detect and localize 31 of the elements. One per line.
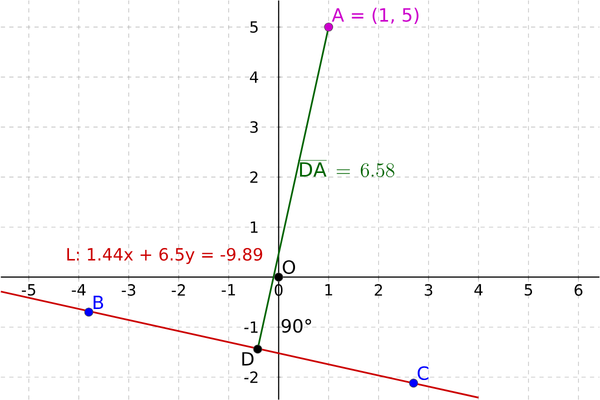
point (253, 344, 262, 354)
y-tick-label: 4 (250, 71, 258, 83)
y-tick-label: -2 (244, 371, 258, 383)
point (274, 272, 284, 282)
annotation: $\overline{\mathrm{DA}} \,=\, 6.58$ (298, 160, 394, 177)
text: L: 1.44x + 6.5y = -9.89 (67, 248, 262, 264)
series-label: D (242, 352, 254, 366)
x-tick-label: -5 (22, 284, 36, 296)
point (409, 378, 418, 388)
x-tick-label: -1 (222, 284, 235, 296)
x-tick-label: -2 (172, 284, 185, 296)
x-tick-label: 3 (424, 284, 432, 296)
series-label: B (94, 296, 104, 309)
y-tick-label: 3 (250, 121, 258, 133)
point (84, 308, 94, 317)
x-tick-label: 6 (574, 284, 582, 296)
x-tick-label: -4 (72, 284, 86, 296)
series-label: A = (1, 5) (332, 8, 418, 24)
annotation: 90° (282, 318, 312, 333)
series-label: O (282, 260, 296, 274)
y-tick-label: 1 (250, 221, 258, 233)
x-tick-label: 4 (474, 284, 483, 296)
y-tick-label: 2 (250, 171, 258, 183)
x-tick-label: 2 (374, 284, 382, 296)
series-label: C (418, 366, 428, 380)
y-tick-label: 5 (250, 21, 258, 33)
point (324, 22, 334, 32)
x-tick-label: 1 (325, 284, 332, 296)
x-tick-label: 5 (524, 284, 532, 296)
y-tick-label: -1 (244, 321, 258, 333)
x-tick-label: -3 (122, 284, 136, 296)
